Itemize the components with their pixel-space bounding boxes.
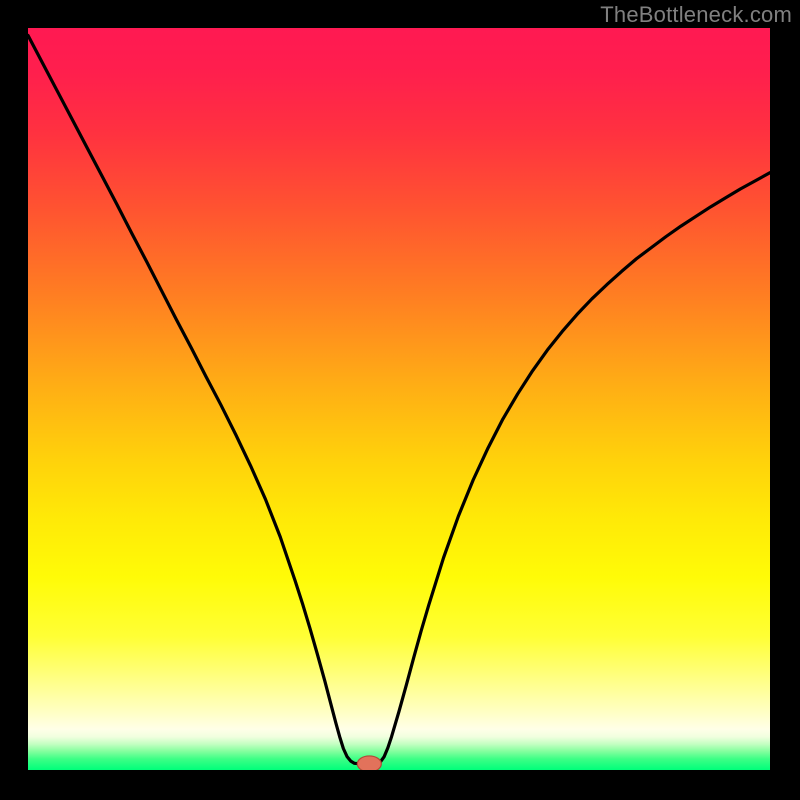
gradient-background — [28, 28, 770, 770]
chart-frame: TheBottleneck.com — [0, 0, 800, 800]
bottleneck-chart — [0, 0, 800, 800]
minimum-marker — [357, 756, 381, 772]
